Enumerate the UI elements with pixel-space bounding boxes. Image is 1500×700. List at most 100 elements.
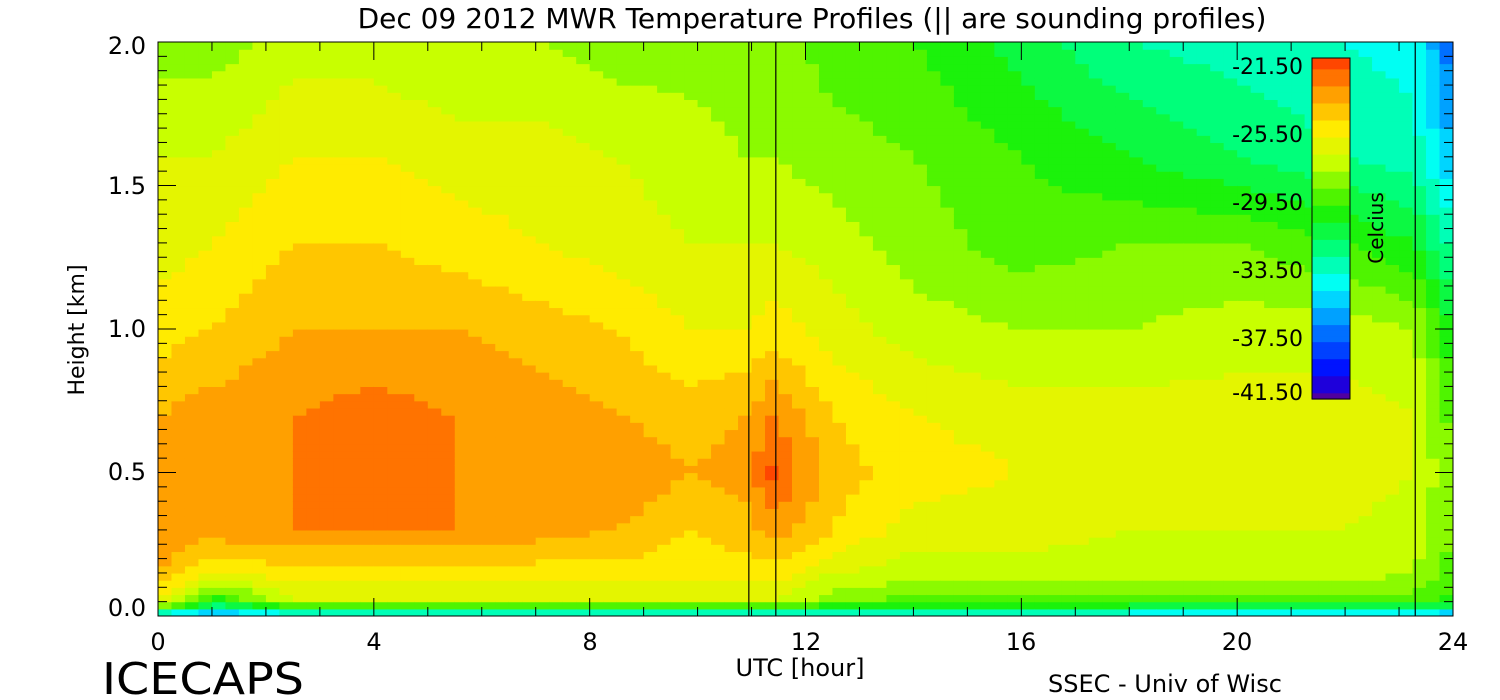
heatmap-cell (805, 415, 820, 423)
heatmap-cell (818, 400, 834, 409)
heatmap-cell (238, 565, 254, 574)
heatmap-cell (616, 415, 631, 423)
heatmap-cell (535, 544, 550, 553)
heatmap-cell (589, 443, 604, 452)
heatmap-cell (576, 178, 591, 187)
heatmap-cell (751, 307, 766, 316)
heatmap-cell (724, 314, 739, 323)
heatmap-cell (657, 436, 672, 445)
heatmap-cell (899, 142, 915, 151)
heatmap-cell (562, 99, 577, 108)
heatmap-cell (886, 199, 901, 208)
heatmap-cell (872, 343, 888, 352)
heatmap-cell (832, 171, 847, 179)
heatmap-cell (158, 257, 173, 266)
heatmap-cell (522, 120, 537, 129)
heatmap-cell (319, 70, 334, 79)
heatmap-cell (818, 529, 834, 538)
heatmap-cell (657, 135, 672, 144)
heatmap-cell (427, 300, 442, 309)
heatmap-cell (872, 242, 888, 251)
heatmap-cell (373, 608, 388, 616)
heatmap-cell (940, 207, 955, 215)
heatmap-cell (468, 113, 483, 122)
heatmap-cell (522, 135, 537, 144)
heatmap-cell (603, 407, 618, 416)
heatmap-cell (940, 250, 955, 258)
heatmap-cell (441, 250, 456, 258)
heatmap-cell (171, 458, 186, 466)
heatmap-cell (562, 128, 577, 136)
heatmap-cell (346, 565, 361, 574)
heatmap-cell (899, 479, 915, 488)
heatmap-cell (346, 207, 361, 215)
heatmap-cell (926, 529, 941, 538)
heatmap-cell (171, 42, 186, 50)
heatmap-cell (845, 486, 861, 495)
heatmap-cell (333, 228, 348, 237)
heatmap-cell (360, 608, 375, 616)
heatmap-cell (414, 558, 429, 567)
heatmap-cell (171, 558, 186, 567)
heatmap-cell (684, 479, 699, 488)
heatmap-cell (562, 307, 577, 316)
heatmap-cell (400, 558, 415, 567)
heatmap-cell (980, 594, 995, 603)
heatmap-cell (414, 350, 429, 359)
heatmap-cell (886, 99, 901, 108)
heatmap-cell (158, 393, 173, 402)
heatmap-cell (252, 163, 267, 172)
heatmap-cell (495, 171, 510, 179)
heatmap-cell (238, 486, 254, 495)
heatmap-cell (495, 56, 510, 65)
heatmap-cell (211, 422, 227, 431)
heatmap-cell (711, 156, 726, 165)
heatmap-cell (360, 522, 375, 531)
heatmap-cell (589, 472, 604, 481)
heatmap-cell (872, 372, 888, 380)
heatmap-cell (238, 350, 254, 359)
heatmap-cell (535, 594, 550, 603)
heatmap-cell (441, 171, 456, 179)
heatmap-cell (940, 42, 955, 50)
heatmap-cell (346, 443, 361, 452)
heatmap-cell (468, 601, 483, 610)
heatmap-cell (670, 235, 685, 244)
heatmap-cell (481, 135, 496, 144)
heatmap-cell (765, 135, 780, 144)
heatmap-cell (468, 415, 483, 423)
heatmap-cell (899, 450, 915, 459)
heatmap-cell (279, 379, 294, 387)
heatmap-cell (562, 572, 577, 581)
heatmap-cell (562, 120, 577, 129)
heatmap-cell (751, 601, 766, 610)
heatmap-cell (454, 120, 469, 129)
heatmap-cell (684, 257, 699, 266)
heatmap-cell (630, 522, 645, 531)
heatmap-cell (158, 99, 173, 108)
heatmap-cell (252, 99, 267, 108)
heatmap-cell (495, 278, 510, 287)
heatmap-cell (360, 436, 375, 445)
heatmap-cell (522, 321, 537, 330)
heatmap-cell (818, 501, 834, 509)
heatmap-cell (603, 128, 618, 136)
heatmap-cell (630, 515, 645, 524)
heatmap-cell (872, 56, 888, 65)
heatmap-cell (238, 393, 254, 402)
heatmap-cell (279, 522, 294, 531)
heatmap-cell (495, 386, 510, 395)
heatmap-cell (265, 142, 281, 151)
heatmap-cell (711, 285, 726, 294)
heatmap-cell (805, 264, 820, 273)
heatmap-cell (414, 422, 429, 431)
heatmap-cell (630, 594, 645, 603)
heatmap-cell (481, 393, 496, 402)
heatmap-cell (589, 250, 604, 258)
heatmap-cell (845, 56, 861, 65)
heatmap-cell (886, 106, 901, 115)
heatmap-cell (630, 214, 645, 222)
heatmap-cell (427, 393, 442, 402)
heatmap-cell (603, 443, 618, 452)
heatmap-cell (643, 321, 658, 330)
